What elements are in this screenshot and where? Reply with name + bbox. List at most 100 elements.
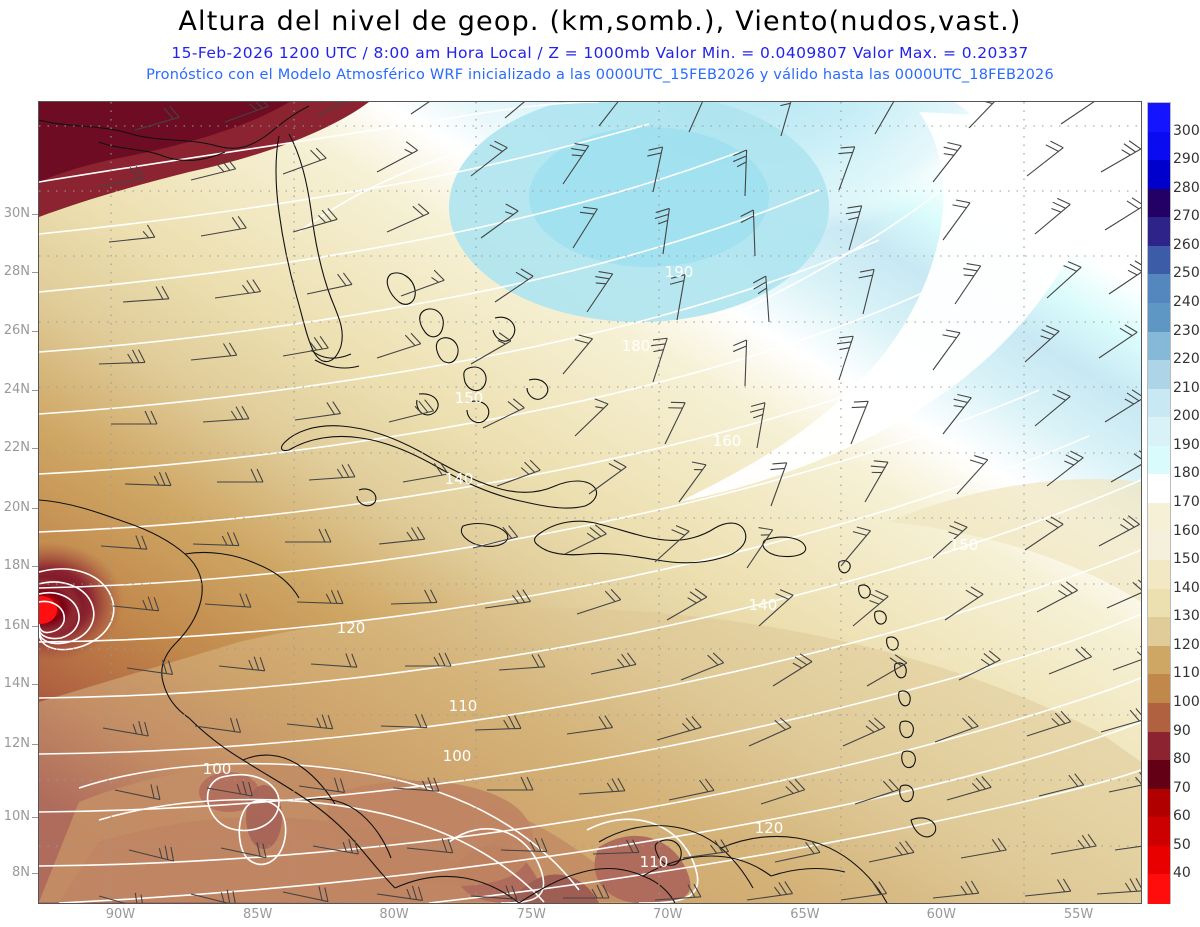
colorbar-cell [1148, 445, 1170, 475]
y-tick-label: 16N [3, 617, 30, 633]
y-tick-label: 20N [3, 499, 30, 515]
colorbar-cell [1148, 674, 1170, 704]
colorbar-tick-label: 90 [1173, 722, 1191, 739]
y-tick-mark [32, 873, 38, 875]
colorbar-tick-label: 290 [1173, 151, 1200, 168]
colorbar-tick-label: 80 [1173, 751, 1191, 768]
colorbar-tick-label: 100 [1173, 694, 1200, 710]
x-tick-label: 70W [653, 907, 683, 922]
colorbar-tick-label: 300 [1173, 122, 1200, 139]
y-tick-label: 14N [3, 676, 30, 692]
colorbar-cell [1148, 703, 1170, 733]
y-tick-mark [32, 684, 38, 686]
colorbar-cell [1148, 245, 1170, 275]
colorbar-tick-label: 160 [1173, 522, 1200, 539]
y-tick-mark [32, 330, 38, 332]
chart-subtitle-secondary: Pronóstico con el Modelo Atmosférico WRF… [146, 67, 1054, 83]
colorbar-cell [1148, 845, 1170, 875]
colorbar-cell [1148, 131, 1170, 161]
colorbar-tick-label: 280 [1173, 179, 1200, 196]
colorbar-tick-label: 270 [1173, 208, 1200, 225]
colorbar-cell [1148, 731, 1170, 761]
y-tick-mark [32, 507, 38, 509]
map-plot-area[interactable]: 150 160 140 120 140 150 110 100 100 120 110 190 180 … [38, 101, 1142, 904]
page-title: Altura del nivel de geop. (km,somb.), Vi… [178, 6, 1022, 37]
chart-header: Altura del nivel de geop. (km,somb.), Vi… [0, 0, 1200, 92]
colorbar-tick-label: 140 [1173, 579, 1200, 596]
colorbar-cell [1148, 817, 1170, 847]
colorbar-cell [1148, 217, 1170, 247]
x-tick-label: 75W [516, 907, 546, 922]
colorbar-tick-label: 220 [1173, 351, 1200, 368]
colorbar-tick-label: 210 [1173, 379, 1200, 396]
y-tick-label: 8N [12, 865, 30, 881]
y-tick-mark [32, 816, 38, 818]
colorbar-tick-label: 250 [1173, 265, 1200, 282]
contour-label: 180 [621, 337, 651, 355]
contour-label-layer: 150 160 140 120 140 150 110 100 100 120 110 190 180 [39, 102, 1141, 903]
contour-label: 150 [454, 389, 484, 407]
contour-label: 120 [754, 819, 784, 837]
contour-label: 160 [712, 432, 742, 450]
colorbar-tick-label: 110 [1173, 665, 1200, 682]
y-tick-mark [32, 743, 38, 745]
colorbar-cell [1148, 645, 1170, 675]
colorbar-cell [1148, 617, 1170, 647]
colorbar-tick-label: 200 [1173, 408, 1200, 425]
y-tick-label: 26N [3, 322, 30, 338]
colorbar-tick-label: 230 [1173, 322, 1200, 339]
contour-label: 100 [202, 760, 232, 778]
colorbar-cell [1148, 360, 1170, 390]
chart-subtitle-primary: 15-Feb-2026 1200 UTC / 8:00 am Hora Loca… [171, 44, 1029, 62]
y-tick-label: 22N [3, 440, 30, 456]
colorbar-tick-label: 70 [1173, 779, 1191, 796]
contour-label: 140 [444, 470, 474, 488]
colorbar-cell [1148, 274, 1170, 304]
y-tick-mark [32, 213, 38, 215]
colorbar-cell [1148, 560, 1170, 590]
y-tick-label: 10N [3, 808, 30, 824]
colorbar-cell [1148, 474, 1170, 504]
x-tick-label: 55W [1063, 907, 1094, 922]
contour-label: 110 [448, 697, 478, 715]
y-tick-mark [32, 389, 38, 391]
x-tick-label: 60W [926, 907, 957, 922]
x-tick-label: 85W [242, 907, 273, 922]
contour-label: 120 [336, 619, 366, 637]
contour-label: 110 [639, 853, 669, 871]
y-tick-mark [32, 625, 38, 627]
colorbar-tick-label: 60 [1173, 808, 1191, 825]
latlon-grid-layer [39, 102, 1141, 903]
colorbar-cell [1148, 874, 1170, 904]
colorbar-tick-label: 150 [1173, 551, 1200, 568]
y-tick-label: 28N [3, 264, 30, 279]
geopotential-shading-layer [39, 102, 1141, 903]
y-tick-label: 30N [3, 205, 30, 221]
colorbar-tick-label: 170 [1173, 494, 1200, 510]
y-tick-mark [32, 272, 38, 273]
contour-label: 140 [748, 596, 778, 614]
colorbar-tick-label: 240 [1173, 294, 1200, 310]
colorbar-cell [1148, 331, 1170, 361]
y-tick-label: 24N [3, 381, 30, 397]
y-tick-mark [32, 566, 38, 568]
colorbar-cell [1148, 531, 1170, 561]
colorbar-tick-label: 120 [1173, 636, 1200, 653]
colorbar-cell [1148, 503, 1170, 533]
colorbar[interactable] [1147, 102, 1171, 904]
contour-label: 190 [664, 263, 694, 281]
colorbar-cell [1148, 588, 1170, 618]
colorbar-cell [1148, 303, 1170, 333]
colorbar-cell [1148, 417, 1170, 447]
colorbar-cell [1148, 760, 1170, 790]
coastline-layer [39, 105, 937, 903]
colorbar-tick-label: 40 [1173, 865, 1191, 882]
colorbar-cell [1148, 160, 1170, 190]
colorbar-tick-label: 130 [1173, 608, 1200, 625]
colorbar-tick-label: 180 [1173, 465, 1200, 482]
y-tick-label: 18N [3, 558, 30, 574]
colorbar-cell [1148, 188, 1170, 218]
x-tick-label: 80W [379, 907, 409, 922]
colorbar-tick-label: 260 [1173, 236, 1200, 253]
colorbar-cell [1148, 788, 1170, 818]
